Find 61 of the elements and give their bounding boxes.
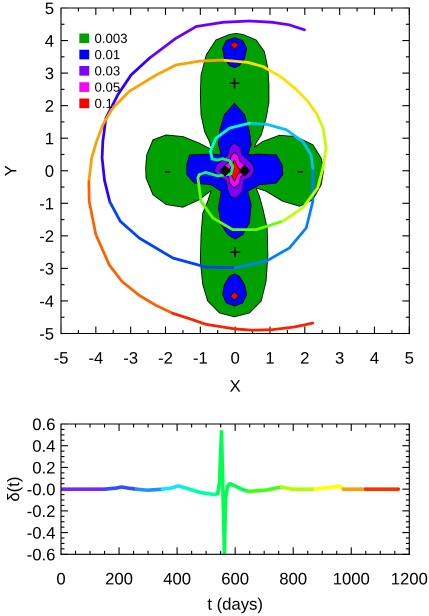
y-tick-label: 2: [46, 100, 54, 112]
x-tick-label: 4: [370, 352, 379, 364]
line-series: [184, 486, 220, 496]
x-tick-label: -1: [194, 352, 207, 364]
y-tick-label: -5: [40, 328, 54, 340]
x-axis-title: t (days): [208, 598, 262, 614]
y-tick-label: 1: [46, 132, 54, 144]
y-tick-label: -0.4: [27, 526, 55, 539]
y-tick-label: -0.2: [27, 505, 55, 518]
x-tick-label: 1: [266, 352, 274, 364]
y-tick-label: -0.0: [27, 484, 55, 496]
line-series: [198, 157, 234, 178]
x-tick-label: -2: [158, 352, 172, 364]
x-tick-label: 200: [106, 572, 132, 585]
line-series: [87, 58, 224, 183]
annotation: +: [230, 247, 240, 258]
line-series: [216, 430, 250, 554]
y-tick-label: -4: [40, 296, 54, 307]
line-series: [148, 20, 306, 60]
y-tick-label: -1: [40, 198, 54, 210]
legend-label: 0.03: [95, 66, 120, 76]
legend-label: 0.01: [95, 50, 120, 60]
y-tick-label: -0.6: [27, 548, 55, 561]
y-axis-title: δ(t): [7, 478, 23, 501]
line-series: [209, 122, 251, 160]
x-tick-label: 1200: [392, 572, 428, 585]
x-tick-label: -4: [89, 352, 103, 364]
x-tick-label: 400: [164, 572, 190, 585]
line-series: [221, 58, 318, 116]
legend-label: 0.1: [95, 98, 112, 108]
x-tick-label: 600: [222, 572, 248, 585]
x-tick-label: 2: [301, 352, 309, 364]
x-tick-label: 0: [57, 572, 65, 585]
annotation: +: [229, 78, 240, 88]
x-tick-label: 3: [336, 352, 344, 364]
annotation: -: [165, 171, 170, 173]
x-axis-title: X: [230, 380, 240, 392]
x-tick-label: -3: [124, 352, 138, 364]
line-series: [248, 122, 314, 170]
x-tick-label: 0: [231, 352, 240, 364]
x-tick-label: 1000: [334, 572, 370, 585]
line-series: [196, 173, 284, 232]
y-tick-label: 0.6: [32, 418, 55, 430]
x-tick-label: -5: [54, 352, 68, 364]
y-tick-label: -2: [40, 230, 54, 242]
line-series: [281, 112, 328, 223]
annotation: -: [298, 171, 303, 173]
x-tick-label: 5: [405, 352, 414, 364]
line-series: [171, 312, 314, 332]
x-tick-label: 800: [280, 572, 306, 585]
y-tick-label: 3: [45, 68, 54, 80]
y-axis-title: Y: [4, 166, 16, 176]
y-tick-label: 5: [45, 2, 54, 14]
y-tick-label: 4: [45, 35, 54, 47]
y-tick-label: 0.4: [32, 440, 55, 452]
legend-label: 0.05: [95, 82, 120, 92]
y-tick-label: -3: [40, 262, 54, 275]
y-tick-label: 0.2: [32, 462, 55, 474]
y-tick-label: 0: [45, 165, 54, 177]
legend-label: 0.003: [95, 34, 127, 44]
line-series: [87, 180, 174, 315]
